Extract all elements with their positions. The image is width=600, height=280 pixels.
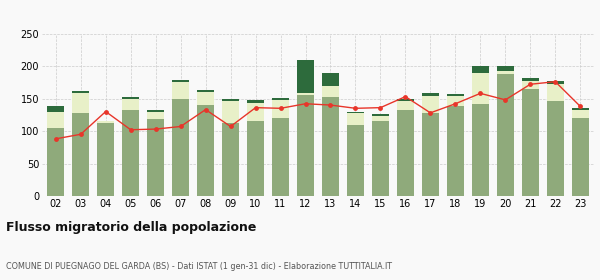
Bar [247, 121, 264, 196]
Bar [122, 109, 139, 196]
Bar [547, 101, 564, 196]
Bar [521, 78, 539, 81]
Bar [347, 125, 364, 196]
Bar [446, 94, 464, 96]
Bar [172, 99, 190, 196]
Bar [222, 101, 239, 123]
Bar [222, 99, 239, 101]
Bar [172, 82, 190, 99]
Bar [47, 106, 64, 111]
Bar [172, 80, 190, 82]
Bar [272, 100, 289, 118]
Bar [372, 121, 389, 196]
Bar [422, 93, 439, 96]
Bar [472, 73, 489, 104]
Bar [72, 93, 89, 113]
Bar [97, 123, 115, 196]
Bar [422, 96, 439, 113]
Bar [472, 104, 489, 196]
Bar [322, 97, 339, 196]
Bar [572, 118, 589, 196]
Bar [97, 121, 115, 123]
Bar [422, 113, 439, 196]
Text: Flusso migratorio della popolazione: Flusso migratorio della popolazione [6, 221, 256, 234]
Bar [47, 128, 64, 196]
Bar [197, 105, 214, 196]
Bar [247, 103, 264, 121]
Bar [397, 99, 414, 101]
Bar [72, 91, 89, 93]
Bar [147, 111, 164, 119]
Text: COMUNE DI PUEGNAGO DEL GARDA (BS) - Dati ISTAT (1 gen-31 dic) - Elaborazione TUT: COMUNE DI PUEGNAGO DEL GARDA (BS) - Dati… [6, 262, 392, 271]
Bar [297, 93, 314, 95]
Bar [521, 89, 539, 196]
Bar [122, 97, 139, 99]
Bar [322, 73, 339, 86]
Bar [497, 66, 514, 71]
Bar [147, 119, 164, 196]
Bar [297, 95, 314, 196]
Bar [197, 90, 214, 92]
Bar [347, 111, 364, 113]
Bar [372, 114, 389, 116]
Bar [272, 98, 289, 100]
Bar [521, 81, 539, 89]
Bar [222, 123, 239, 196]
Bar [272, 118, 289, 196]
Bar [122, 99, 139, 109]
Bar [47, 111, 64, 128]
Bar [572, 108, 589, 110]
Bar [547, 84, 564, 101]
Bar [397, 101, 414, 110]
Bar [446, 106, 464, 196]
Bar [446, 96, 464, 106]
Bar [72, 113, 89, 196]
Bar [297, 60, 314, 93]
Bar [147, 110, 164, 111]
Bar [197, 92, 214, 105]
Bar [497, 74, 514, 196]
Bar [472, 66, 489, 73]
Bar [397, 110, 414, 196]
Bar [347, 113, 364, 125]
Bar [247, 100, 264, 103]
Bar [372, 116, 389, 121]
Bar [322, 86, 339, 97]
Bar [572, 110, 589, 118]
Bar [547, 81, 564, 84]
Bar [497, 71, 514, 74]
